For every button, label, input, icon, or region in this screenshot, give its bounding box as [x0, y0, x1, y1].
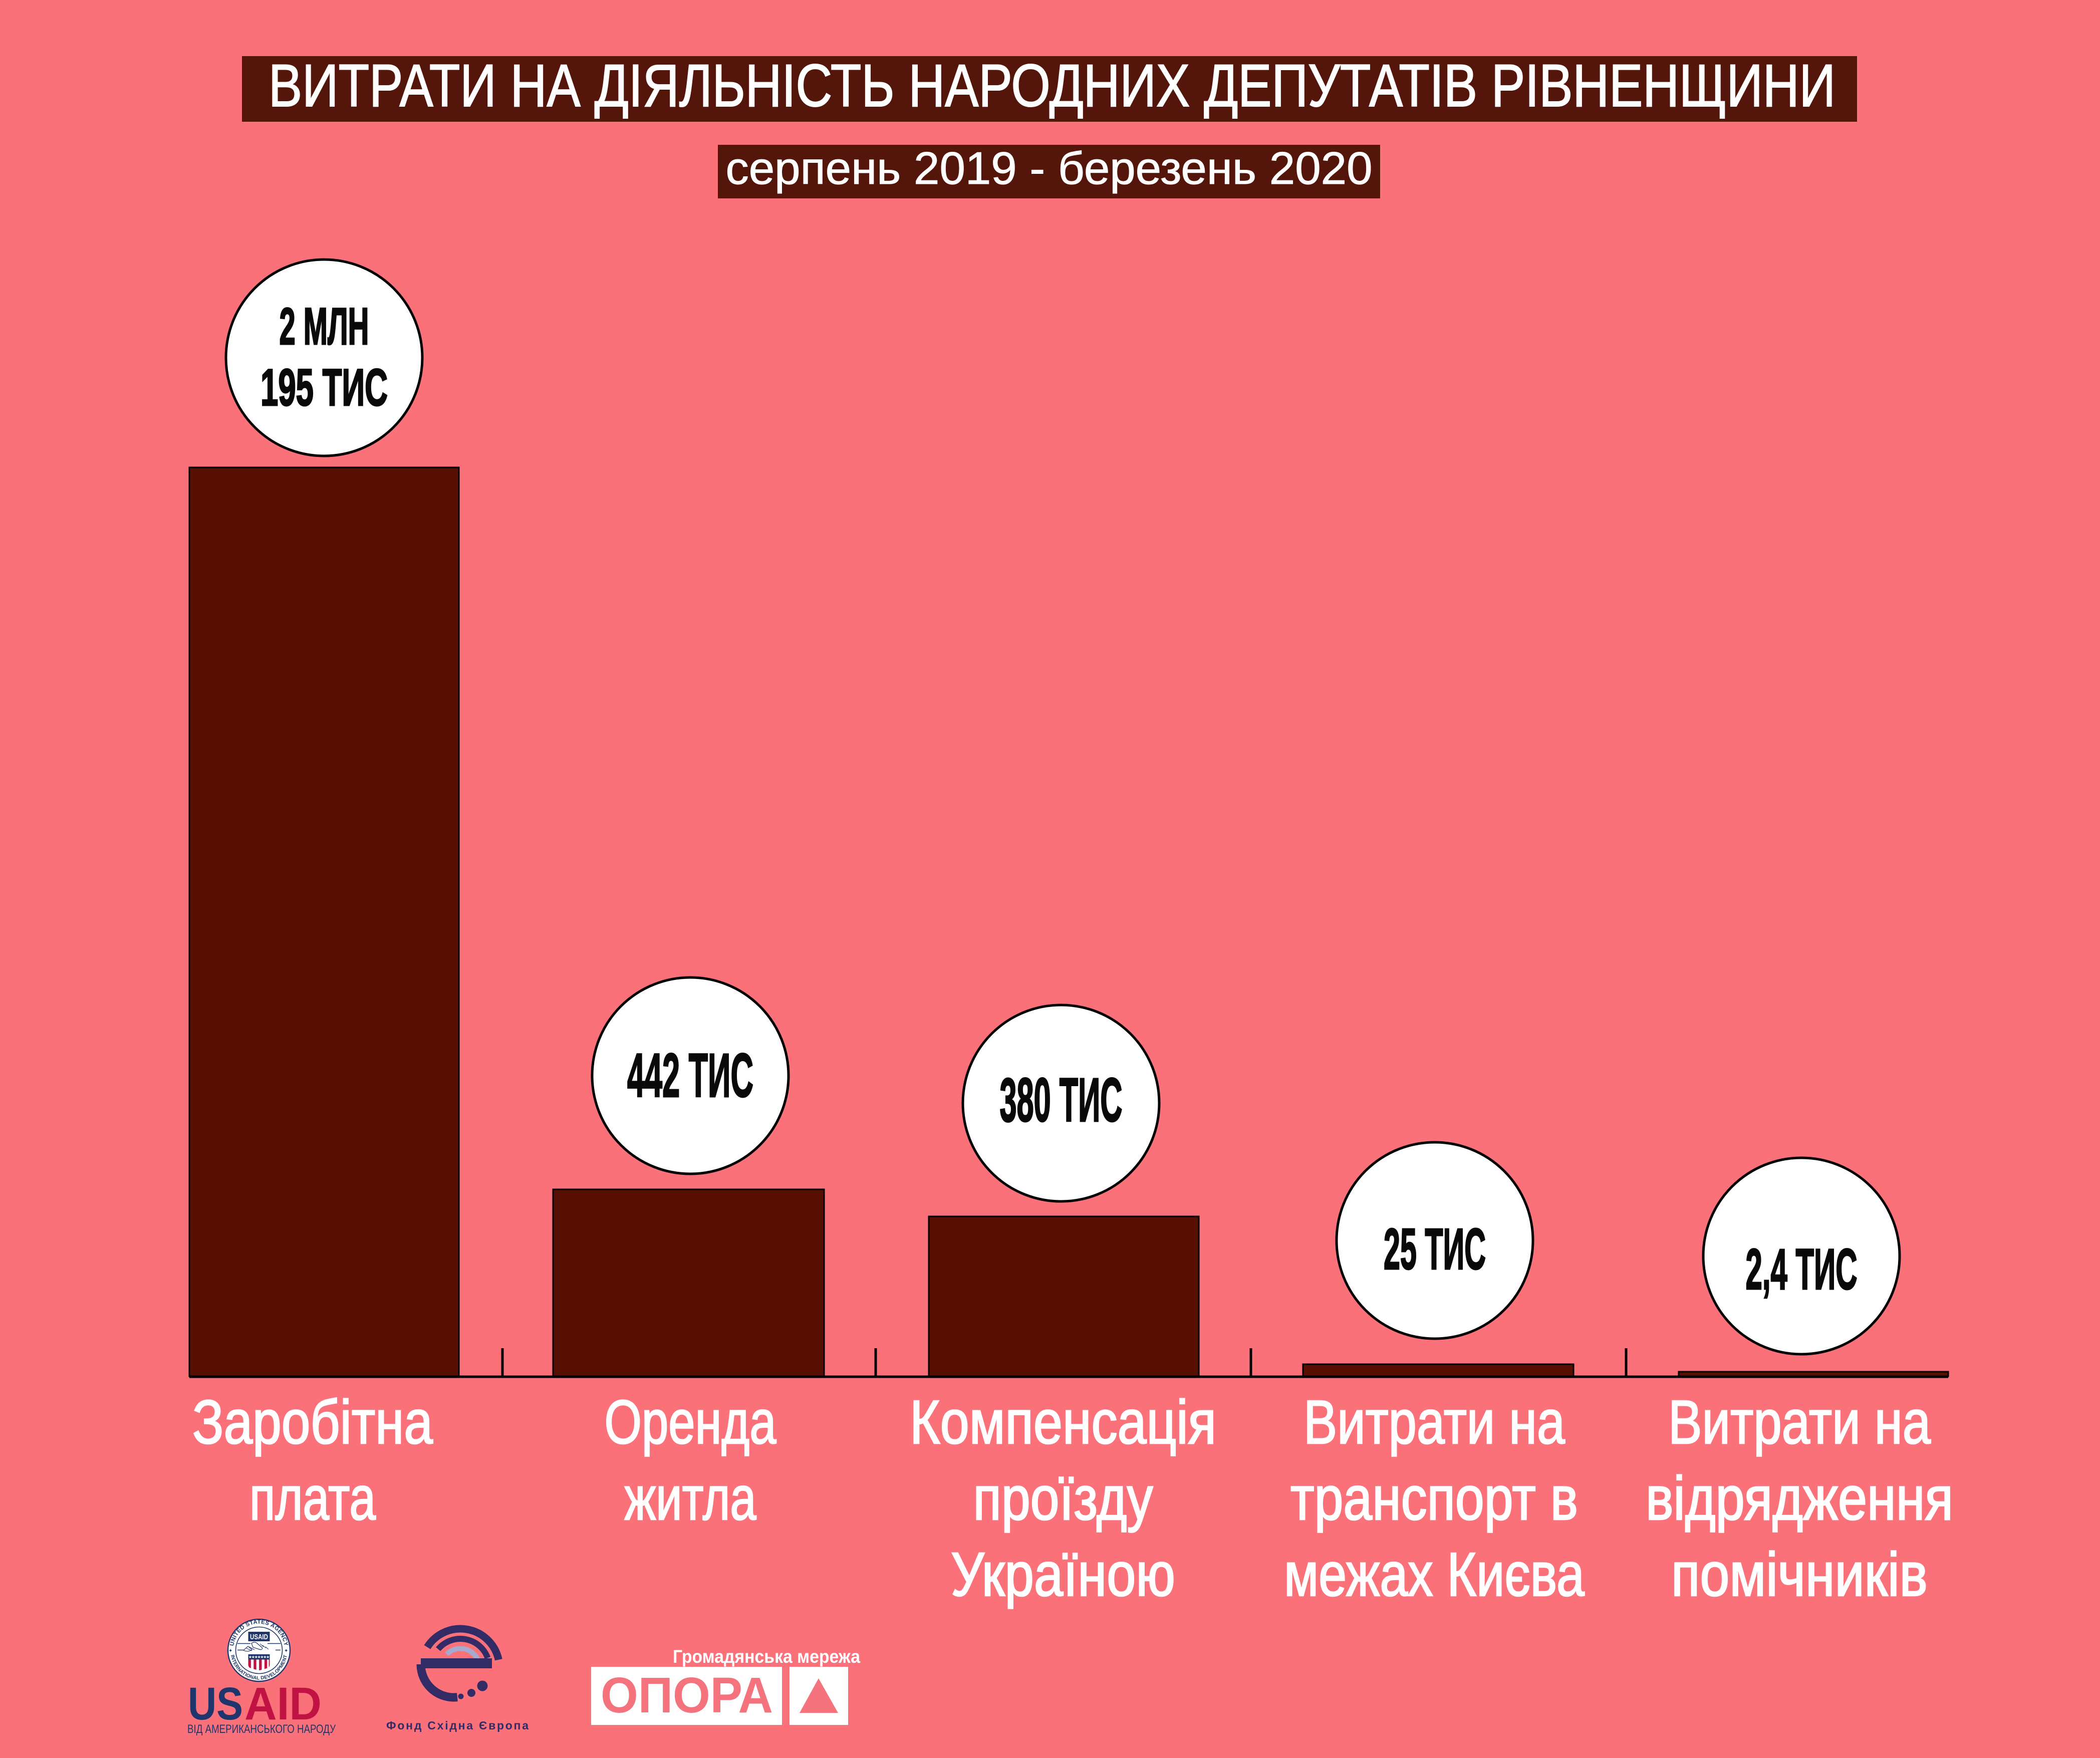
svg-text:★: ★ — [260, 1655, 264, 1659]
svg-text:Витрати на: Витрати на — [1668, 1388, 1931, 1457]
svg-text:ВИТРАТИ НА ДІЯЛЬНІСТЬ НАРОДНИХ: ВИТРАТИ НА ДІЯЛЬНІСТЬ НАРОДНИХ ДЕПУТАТІВ… — [269, 52, 1835, 119]
svg-text:★: ★ — [266, 1655, 270, 1659]
svg-text:Оренда: Оренда — [605, 1388, 776, 1457]
svg-text:USAID: USAID — [250, 1633, 268, 1641]
svg-text:★: ★ — [257, 1655, 261, 1659]
svg-text:Компенсація: Компенсація — [910, 1388, 1216, 1457]
svg-text:AID: AID — [244, 1678, 322, 1729]
svg-text:ВІД АМЕРИКАНСЬКОГО НАРОДУ: ВІД АМЕРИКАНСЬКОГО НАРОДУ — [187, 1722, 336, 1736]
svg-text:Заробітна: Заробітна — [192, 1388, 433, 1457]
svg-text:транспорт в: транспорт в — [1290, 1464, 1578, 1533]
svg-text:2 МЛН: 2 МЛН — [280, 298, 369, 356]
svg-text:✦: ✦ — [284, 1648, 288, 1654]
svg-text:2,4 ТИС: 2,4 ТИС — [1746, 1237, 1858, 1302]
svg-text:проїзду: проїзду — [973, 1464, 1153, 1533]
svg-text:Україною: Україною — [951, 1541, 1175, 1609]
svg-text:Громадянська мережа: Громадянська мережа — [673, 1646, 860, 1667]
svg-text:✦: ✦ — [228, 1648, 232, 1654]
svg-text:★: ★ — [263, 1655, 267, 1659]
svg-text:ОПОРА: ОПОРА — [601, 1667, 773, 1723]
svg-text:межах Києва: межах Києва — [1284, 1541, 1585, 1609]
svg-text:25 ТИС: 25 ТИС — [1384, 1216, 1486, 1282]
svg-text:відрядження: відрядження — [1646, 1464, 1953, 1533]
svg-text:442 ТИС: 442 ТИС — [627, 1042, 753, 1110]
svg-text:помічників: помічників — [1671, 1541, 1928, 1609]
svg-text:US: US — [188, 1678, 243, 1729]
svg-text:серпень 2019 - березень 2020: серпень 2019 - березень 2020 — [726, 143, 1373, 194]
svg-text:★: ★ — [248, 1655, 252, 1659]
svg-text:плата: плата — [249, 1464, 376, 1533]
svg-text:житла: житла — [625, 1464, 756, 1533]
svg-text:380 ТИС: 380 ТИС — [1000, 1066, 1123, 1135]
svg-text:★: ★ — [251, 1655, 255, 1659]
svg-text:Витрати на: Витрати на — [1303, 1388, 1565, 1457]
svg-text:★: ★ — [254, 1655, 258, 1659]
svg-text:195 ТИС: 195 ТИС — [260, 359, 388, 417]
